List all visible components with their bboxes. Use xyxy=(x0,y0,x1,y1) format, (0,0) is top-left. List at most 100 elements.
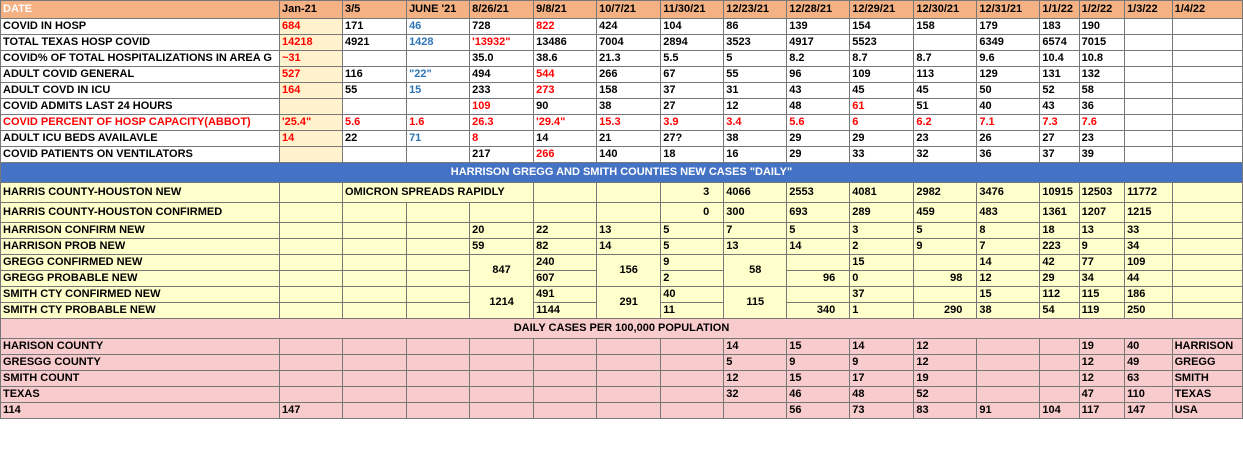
data-cell[interactable]: 266 xyxy=(533,146,598,163)
data-cell[interactable]: 12 xyxy=(723,370,788,387)
empty-cell[interactable] xyxy=(278,338,344,355)
header-date-cell[interactable]: Jan-21 xyxy=(278,0,344,19)
data-cell[interactable]: 14 xyxy=(849,338,915,355)
data-cell[interactable]: "22" xyxy=(406,66,471,83)
data-cell[interactable]: 15 xyxy=(976,286,1041,303)
data-cell[interactable]: 40 xyxy=(1124,338,1173,355)
data-cell[interactable]: '13932" xyxy=(469,34,535,51)
data-cell[interactable]: 54 xyxy=(1039,302,1080,319)
data-cell[interactable]: 607 xyxy=(533,270,598,287)
data-cell[interactable]: 266 xyxy=(596,66,662,83)
data-cell[interactable]: 9 xyxy=(660,254,725,271)
data-cell[interactable]: 15 xyxy=(849,254,915,271)
row-label[interactable]: TEXAS xyxy=(0,386,280,403)
data-cell[interactable]: 7 xyxy=(723,222,788,239)
data-cell[interactable]: 8.2 xyxy=(786,50,851,67)
data-cell[interactable]: 459 xyxy=(913,202,978,223)
empty-cell[interactable] xyxy=(913,286,978,303)
header-date-cell[interactable]: 12/30/21 xyxy=(913,0,978,19)
empty-cell[interactable] xyxy=(341,338,408,355)
data-cell[interactable]: 37 xyxy=(1039,146,1080,163)
data-cell[interactable]: 48 xyxy=(849,386,915,403)
data-cell[interactable] xyxy=(1171,34,1243,51)
row-label[interactable]: GREGG CONFIRMED NEW xyxy=(0,254,280,271)
data-cell[interactable]: 3476 xyxy=(976,182,1041,203)
data-cell[interactable]: 14218 xyxy=(278,34,344,51)
data-cell[interactable]: 1 xyxy=(849,302,915,319)
row-label[interactable]: ADULT COVD IN ICU xyxy=(0,82,280,99)
data-cell[interactable] xyxy=(1124,130,1173,147)
empty-cell[interactable] xyxy=(341,254,408,271)
empty-cell[interactable] xyxy=(1171,286,1243,303)
omicron-note[interactable]: OMICRON SPREADS RAPIDLY xyxy=(341,182,535,203)
data-cell[interactable]: 4066 xyxy=(723,182,788,203)
data-cell[interactable]: 5 xyxy=(660,222,725,239)
data-cell[interactable]: 822 xyxy=(533,18,598,35)
row-label[interactable]: COVID PATIENTS ON VENTILATORS xyxy=(0,146,280,163)
data-cell[interactable]: 45 xyxy=(913,82,978,99)
data-cell[interactable]: 2 xyxy=(849,238,915,255)
empty-cell[interactable] xyxy=(406,238,471,255)
data-cell[interactable] xyxy=(1171,98,1243,115)
data-cell[interactable]: 14 xyxy=(976,254,1041,271)
data-cell[interactable]: 23 xyxy=(913,130,978,147)
data-cell[interactable]: 1144 xyxy=(533,302,598,319)
data-cell[interactable]: 42 xyxy=(1039,254,1080,271)
row-label[interactable]: HARRISON CONFIRM NEW xyxy=(0,222,280,239)
empty-cell[interactable] xyxy=(596,354,662,371)
data-cell[interactable]: 273 xyxy=(533,82,598,99)
row-tag[interactable]: GREGG xyxy=(1171,354,1243,371)
header-date-cell[interactable]: 1/4/22 xyxy=(1171,0,1243,19)
data-cell[interactable]: 1215 xyxy=(1124,202,1173,223)
data-cell[interactable]: 91 xyxy=(976,402,1041,419)
data-cell[interactable]: 83 xyxy=(913,402,978,419)
data-cell[interactable]: 29 xyxy=(786,146,851,163)
data-cell[interactable]: 59 xyxy=(469,238,535,255)
data-cell[interactable]: 114 xyxy=(0,402,280,419)
data-cell[interactable]: '25.4" xyxy=(278,114,344,131)
empty-cell[interactable] xyxy=(1171,182,1243,203)
row-label[interactable]: COVID ADMITS LAST 24 HOURS xyxy=(0,98,280,115)
data-cell[interactable]: 147 xyxy=(1124,402,1173,419)
data-cell[interactable]: 544 xyxy=(533,66,598,83)
data-cell[interactable]: 132 xyxy=(1078,66,1126,83)
empty-cell[interactable] xyxy=(406,222,471,239)
empty-cell[interactable] xyxy=(1171,202,1243,223)
data-cell[interactable]: 90 xyxy=(533,98,598,115)
data-cell[interactable]: 10.8 xyxy=(1078,50,1126,67)
data-cell[interactable]: 50 xyxy=(976,82,1041,99)
empty-cell[interactable] xyxy=(341,370,408,387)
empty-cell[interactable] xyxy=(596,182,662,203)
data-cell[interactable]: 43 xyxy=(1039,98,1080,115)
data-cell[interactable]: 18 xyxy=(660,146,725,163)
data-cell[interactable]: 26 xyxy=(976,130,1041,147)
empty-cell[interactable] xyxy=(469,354,535,371)
data-cell[interactable]: 48 xyxy=(786,98,851,115)
data-cell[interactable] xyxy=(341,146,408,163)
data-cell[interactable]: 77 xyxy=(1078,254,1126,271)
data-cell[interactable]: 115 xyxy=(1078,286,1126,303)
data-cell[interactable]: 2894 xyxy=(660,34,725,51)
header-date-cell[interactable]: 12/23/21 xyxy=(723,0,788,19)
empty-cell[interactable] xyxy=(406,270,471,287)
data-cell[interactable]: 19 xyxy=(913,370,978,387)
empty-cell[interactable] xyxy=(341,302,408,319)
data-cell[interactable]: 6.2 xyxy=(913,114,978,131)
data-cell[interactable]: 15 xyxy=(786,338,851,355)
row-label[interactable]: ADULT COVID GENERAL xyxy=(0,66,280,83)
data-cell[interactable]: 58 xyxy=(723,254,788,287)
data-cell[interactable] xyxy=(278,98,344,115)
data-cell[interactable] xyxy=(1124,114,1173,131)
data-cell[interactable]: 291 xyxy=(596,286,662,319)
data-cell[interactable]: 12 xyxy=(976,270,1041,287)
data-cell[interactable]: 156 xyxy=(596,254,662,287)
data-cell[interactable]: 164 xyxy=(278,82,344,99)
empty-cell[interactable] xyxy=(341,354,408,371)
data-cell[interactable]: 0 xyxy=(660,202,725,223)
empty-cell[interactable] xyxy=(660,354,725,371)
row-label[interactable]: ADULT ICU BEDS AVAILAVLE xyxy=(0,130,280,147)
data-cell[interactable]: 13 xyxy=(596,222,662,239)
data-cell[interactable]: 250 xyxy=(1124,302,1173,319)
data-cell[interactable]: 424 xyxy=(596,18,662,35)
data-cell[interactable]: 12 xyxy=(723,98,788,115)
